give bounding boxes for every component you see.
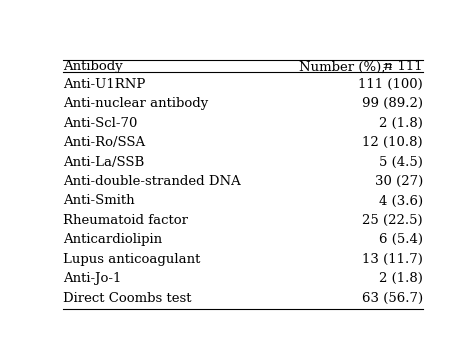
Text: Number (%),: Number (%),	[299, 60, 389, 73]
Text: 63 (56.7): 63 (56.7)	[362, 292, 423, 305]
Text: Lupus anticoagulant: Lupus anticoagulant	[63, 253, 201, 266]
Text: Anti-Scl-70: Anti-Scl-70	[63, 117, 137, 130]
Text: 99 (89.2): 99 (89.2)	[362, 97, 423, 110]
Text: 30 (27): 30 (27)	[374, 175, 423, 188]
Text: Anti-U1RNP: Anti-U1RNP	[63, 78, 146, 91]
Text: Anti-Ro/SSA: Anti-Ro/SSA	[63, 136, 145, 149]
Text: Anti-La/SSB: Anti-La/SSB	[63, 156, 144, 169]
Text: 4 (3.6): 4 (3.6)	[379, 195, 423, 208]
Text: Direct Coombs test: Direct Coombs test	[63, 292, 191, 305]
Text: Anti-Jo-1: Anti-Jo-1	[63, 272, 121, 285]
Text: Antibody: Antibody	[63, 60, 123, 73]
Text: Anti-nuclear antibody: Anti-nuclear antibody	[63, 97, 208, 110]
Text: 2 (1.8): 2 (1.8)	[379, 117, 423, 130]
Text: 5 (4.5): 5 (4.5)	[379, 156, 423, 169]
Text: 2 (1.8): 2 (1.8)	[379, 272, 423, 285]
Text: Anti-Smith: Anti-Smith	[63, 195, 135, 208]
Text: 111 (100): 111 (100)	[358, 78, 423, 91]
Text: 13 (11.7): 13 (11.7)	[362, 253, 423, 266]
Text: n: n	[383, 60, 392, 73]
Text: Rheumatoid factor: Rheumatoid factor	[63, 214, 188, 227]
Text: Anticardiolipin: Anticardiolipin	[63, 233, 162, 246]
Text: Anti-double-stranded DNA: Anti-double-stranded DNA	[63, 175, 241, 188]
Text: 6 (5.4): 6 (5.4)	[379, 233, 423, 246]
Text: 12 (10.8): 12 (10.8)	[362, 136, 423, 149]
Text: = 111: = 111	[378, 60, 423, 73]
Text: 25 (22.5): 25 (22.5)	[362, 214, 423, 227]
